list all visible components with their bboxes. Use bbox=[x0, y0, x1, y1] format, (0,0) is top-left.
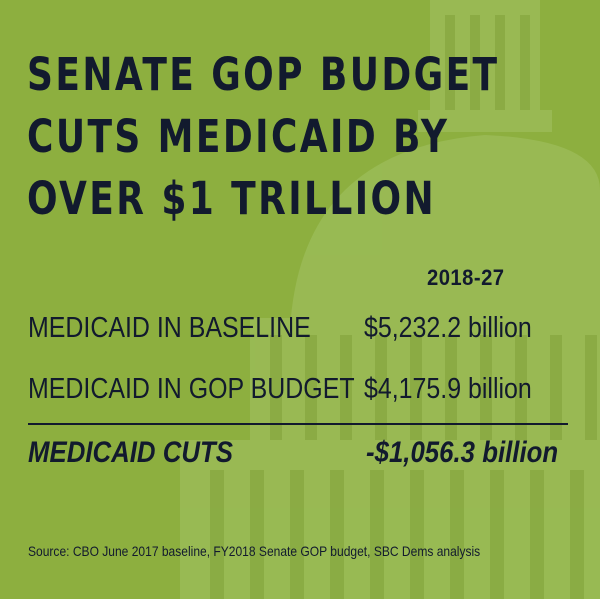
headline-line-3: OVER $1 TRILLION bbox=[27, 172, 437, 225]
column-header-period: 2018-27 bbox=[427, 265, 505, 290]
row-label-baseline: MEDICAID IN BASELINE bbox=[28, 312, 311, 344]
row-value-gop-budget: $4,175.9 billion bbox=[364, 373, 532, 405]
total-label-medicaid-cuts: MEDICAID CUTS bbox=[28, 436, 233, 469]
headline-line-1: SENATE GOP BUDGET bbox=[27, 48, 500, 101]
row-label-gop-budget: MEDICAID IN GOP BUDGET bbox=[28, 373, 355, 405]
source-note: Source: CBO June 2017 baseline, FY2018 S… bbox=[28, 543, 481, 559]
total-value-medicaid-cuts: -$1,056.3 billion bbox=[366, 436, 559, 469]
headline: SENATE GOP BUDGET CUTS MEDICAID BY OVER … bbox=[27, 44, 500, 230]
table-divider bbox=[28, 423, 568, 425]
headline-line-2: CUTS MEDICAID BY bbox=[27, 110, 450, 163]
row-value-baseline: $5,232.2 billion bbox=[364, 312, 532, 344]
